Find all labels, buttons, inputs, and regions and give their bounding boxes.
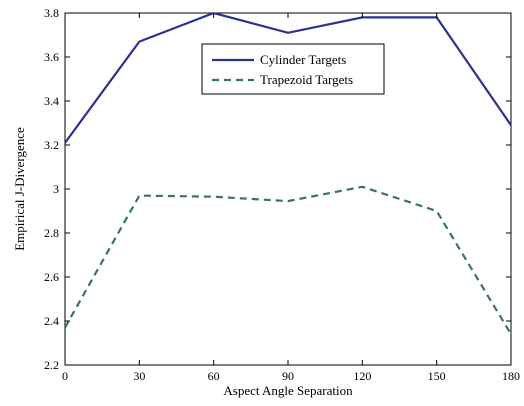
x-tick-label: 90 (282, 369, 294, 383)
y-tick-label: 2.2 (44, 358, 59, 372)
x-tick-label: 60 (208, 369, 220, 383)
ticks-layer: 0 30 60 90 120 150 180 2.2 2.4 2.6 2.8 3 3.2 3.4 3.6 3.… (44, 6, 520, 383)
y-tick-label: 3.2 (44, 138, 59, 152)
legend: Cylinder Targets Trapezoid Targets (201, 43, 385, 95)
y-tick-label: 2.8 (44, 226, 59, 240)
x-axis-label: Aspect Angle Separation (223, 383, 353, 398)
y-axis-label: Empirical J-Divergence (12, 127, 27, 251)
y-tick-label: 2.4 (44, 314, 59, 328)
legend-box (201, 43, 385, 95)
x-tick-label: 30 (133, 369, 145, 383)
y-tick-label: 3.6 (44, 50, 59, 64)
legend-label-2: Trapezoid Targets (260, 72, 353, 87)
y-tick-label: 3 (53, 182, 59, 196)
x-tick-label: 0 (62, 369, 68, 383)
series-line-2 (65, 185, 511, 335)
y-tick-label: 3.4 (44, 94, 59, 108)
y-tick-label: 2.6 (44, 270, 59, 284)
y-tick-label: 3.8 (44, 6, 59, 20)
legend-label-1: Cylinder Targets (260, 52, 346, 67)
x-tick-label: 180 (502, 369, 520, 383)
x-tick-label: 120 (353, 369, 371, 383)
x-tick-label: 150 (428, 369, 446, 383)
